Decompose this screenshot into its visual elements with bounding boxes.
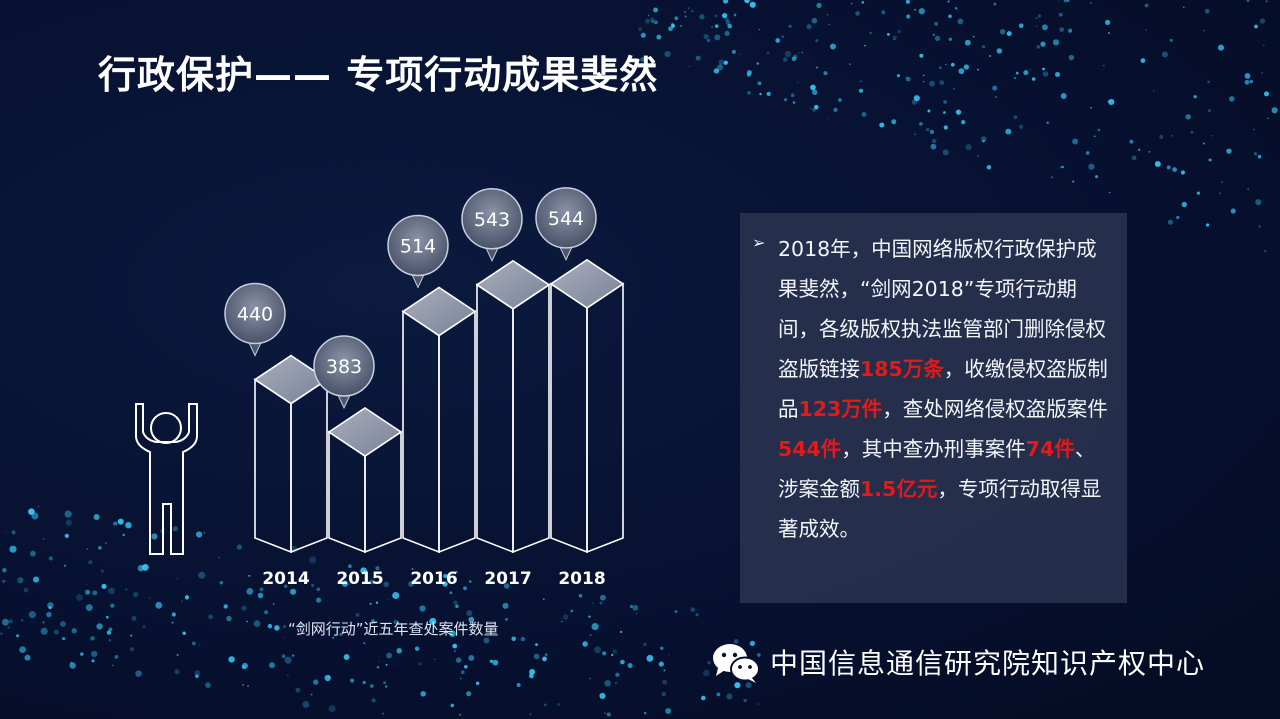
summary-text-segment: ，查处网络侵权盗版案件 — [882, 397, 1108, 421]
highlight-figure: 1.5亿元 — [860, 477, 938, 501]
highlight-figure: 123万件 — [798, 397, 883, 421]
arrow-bullet-icon: ➢ — [752, 233, 766, 252]
person-arms-up-icon — [135, 403, 198, 555]
data-label-bubble: 383 — [313, 335, 375, 410]
summary-text-segment: 2018年，中国网络版权行政保护成果斐然，“剑网2018”专项行动期间，各级版权… — [778, 237, 1106, 381]
data-label: 440 — [237, 304, 273, 326]
bar — [549, 258, 625, 554]
bar — [327, 407, 403, 554]
chart-caption: “剑网行动”近五年查处案件数量 — [288, 620, 499, 638]
organization-name: 中国信息通信研究院知识产权中心 — [770, 647, 1206, 680]
data-label: 383 — [326, 356, 362, 378]
x-tick-label: 2016 — [410, 569, 457, 589]
bar — [401, 286, 477, 554]
summary-panel: ➢ 2018年，中国网络版权行政保护成果斐然，“剑网2018”专项行动期间，各级… — [740, 213, 1127, 603]
summary-text-segment: ，其中查办刑事案件 — [841, 437, 1026, 461]
x-tick-label: 2014 — [262, 569, 309, 589]
data-label: 514 — [400, 235, 436, 257]
footer-brand: 中国信息通信研究院知识产权中心 — [710, 640, 1205, 684]
data-label-bubble: 514 — [387, 214, 449, 289]
wechat-icon — [713, 644, 760, 683]
page-title: 行政保护—— 专项行动成果斐然 — [98, 53, 659, 97]
x-tick-label: 2017 — [484, 569, 531, 589]
data-label-bubble: 544 — [535, 187, 597, 262]
data-label-bubble: 440 — [224, 282, 286, 357]
summary-text-segment: 、涉案金额 — [778, 437, 1096, 501]
bar — [253, 354, 329, 554]
summary-text: 2018年，中国网络版权行政保护成果斐然，“剑网2018”专项行动期间，各级版权… — [778, 229, 1113, 549]
x-tick-label: 2018 — [558, 569, 605, 589]
highlight-figure: 544件 — [778, 437, 842, 461]
highlight-figure: 74件 — [1025, 437, 1075, 461]
data-label-bubble: 543 — [461, 188, 523, 262]
summary-text-segment: ，收缴侵权盗版制品 — [778, 357, 1108, 421]
bar — [475, 259, 551, 554]
x-tick-label: 2015 — [336, 569, 383, 589]
summary-text-segment: ，专项行动取得显著成效。 — [778, 477, 1102, 541]
data-label: 543 — [474, 209, 510, 231]
highlight-figure: 185万条 — [860, 357, 944, 381]
data-label: 544 — [548, 208, 584, 230]
